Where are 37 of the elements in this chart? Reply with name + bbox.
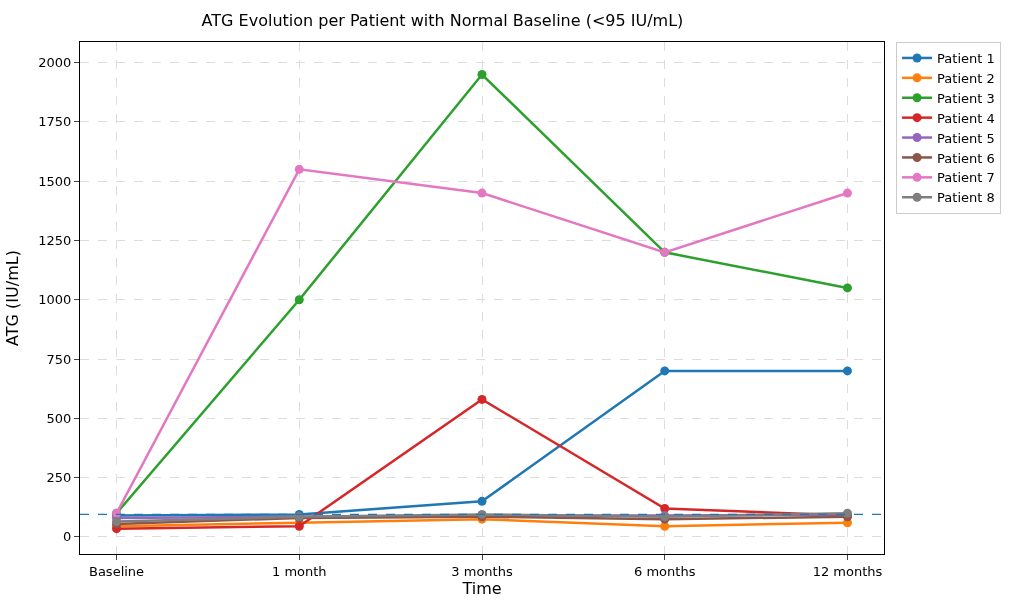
chart-title: ATG Evolution per Patient with Normal Baseline (<95 IU/mL) [201, 11, 684, 31]
legend-label: Patient 8 [937, 190, 995, 206]
legend-label: Patient 3 [937, 90, 995, 106]
legend-label: Patient 6 [937, 150, 995, 166]
y-tick-label: 250 [46, 470, 72, 486]
y-tick-label: 2000 [38, 55, 72, 71]
point [660, 521, 670, 531]
point [660, 366, 670, 376]
y-tick-label: 1750 [38, 114, 72, 130]
x-tick-label: Baseline [88, 563, 145, 579]
y-tick-label: 750 [46, 351, 72, 367]
point [477, 394, 487, 404]
point [477, 188, 487, 198]
y-tick-label: 1000 [38, 292, 72, 308]
legend-label: Patient 7 [937, 170, 995, 186]
point [294, 164, 304, 174]
point [294, 295, 304, 305]
point [842, 283, 852, 293]
x-tick-label: 12 months [812, 563, 883, 579]
point [660, 503, 670, 513]
x-tick-label: 3 months [451, 563, 513, 579]
point [477, 69, 487, 79]
x-tick-label: 6 months [634, 563, 696, 579]
y-axis-title: ATG (IU/mL) [3, 250, 23, 346]
y-tick-label: 500 [46, 410, 72, 426]
legend-label: Patient 5 [937, 130, 995, 146]
x-tick-label: 1 month [271, 563, 327, 579]
y-tick-label: 1500 [38, 173, 72, 189]
legend-label: Patient 2 [937, 70, 995, 86]
point [842, 188, 852, 198]
legend-label: Patient 1 [937, 51, 995, 67]
legend-label: Patient 4 [937, 110, 995, 126]
x-axis-title: Time [461, 578, 502, 598]
y-tick-label: 0 [63, 529, 72, 545]
point [842, 366, 852, 376]
point [477, 496, 487, 506]
y-tick-label: 1250 [38, 233, 72, 249]
